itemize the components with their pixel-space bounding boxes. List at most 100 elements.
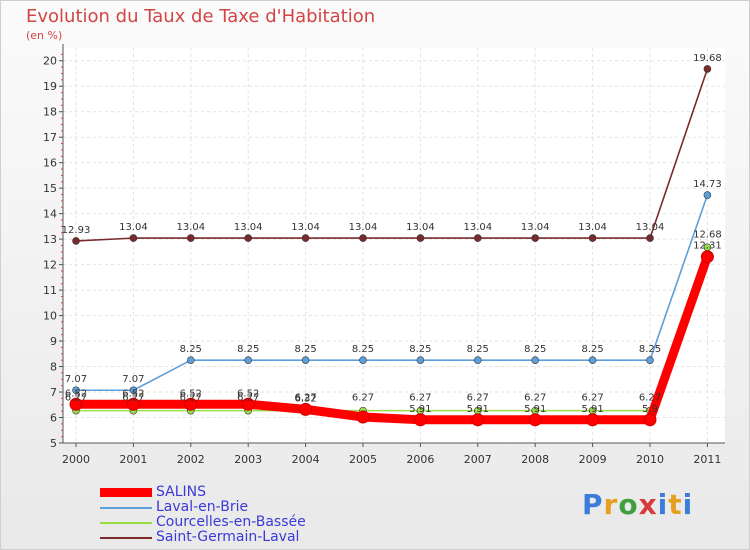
- data-point-saint-germain-laval: [244, 234, 252, 242]
- data-label-courcelles-en-bass-e: 6.27: [581, 393, 603, 404]
- legend-item-courcelles: Courcelles-en-Bassée: [100, 515, 306, 530]
- data-label-saint-germain-laval: 13.04: [291, 222, 320, 233]
- x-tick-label: 2009: [579, 453, 607, 466]
- series-line-salins: [71, 252, 712, 425]
- y-tick-label: 13: [43, 233, 57, 246]
- x-tick-label: 2005: [349, 453, 377, 466]
- data-point-salins: [184, 397, 198, 411]
- data-label-salins: 6.52: [65, 388, 87, 399]
- data-point-laval-en-brie: [703, 191, 712, 199]
- data-label-salins: 6.52: [237, 388, 259, 399]
- data-label-courcelles-en-bass-e: 6.27: [467, 393, 489, 404]
- data-point-laval-en-brie: [129, 386, 138, 395]
- y-tick-label: 16: [43, 157, 57, 170]
- data-label-laval-en-brie: 8.25: [467, 344, 489, 355]
- data-label-laval-en-brie: 14.73: [693, 179, 722, 190]
- data-point-laval-en-brie: [416, 356, 425, 364]
- data-label-saint-germain-laval: 19.68: [693, 53, 722, 64]
- data-point-saint-germain-laval: [416, 234, 425, 242]
- data-label-laval-en-brie: 8.25: [352, 344, 374, 355]
- series-line-laval-en-brie: [75, 194, 709, 392]
- data-label-salins: 6.32: [294, 393, 316, 404]
- plot-area: [63, 48, 725, 443]
- y-tick-label: 6: [50, 412, 57, 425]
- x-tick-label: 2002: [177, 453, 205, 466]
- data-label-salins: 12.31: [693, 241, 722, 252]
- data-label-salins: 5.91: [524, 404, 546, 415]
- y-tick-label: 7: [50, 386, 57, 399]
- data-point-saint-germain-laval: [187, 234, 195, 242]
- data-point-salins: [413, 413, 427, 427]
- data-label-saint-germain-laval: 13.04: [234, 222, 263, 233]
- x-tick-label: 2011: [693, 453, 721, 466]
- data-point-saint-germain-laval: [531, 234, 540, 242]
- legend-swatch-laval: [100, 506, 152, 509]
- data-point-salins: [299, 402, 313, 416]
- data-point-laval-en-brie: [72, 386, 80, 395]
- legend-label-laval: Laval-en-Brie: [156, 499, 249, 515]
- data-label-salins: 5.91: [467, 404, 489, 415]
- data-point-salins: [586, 413, 600, 427]
- data-point-laval-en-brie: [301, 356, 310, 364]
- data-point-salins: [528, 413, 542, 427]
- data-point-saint-germain-laval: [588, 234, 597, 242]
- data-label-courcelles-en-bass-e: 6.27: [122, 393, 144, 404]
- data-label-courcelles-en-bass-e: 6.27: [65, 393, 87, 404]
- data-point-salins: [356, 410, 370, 424]
- y-tick-label: 11: [43, 284, 57, 297]
- data-point-salins: [700, 250, 714, 264]
- data-label-laval-en-brie: 8.25: [639, 344, 661, 355]
- legend-swatch-salins: [100, 488, 152, 497]
- y-tick-label: 15: [43, 182, 57, 195]
- data-label-saint-germain-laval: 13.04: [521, 222, 550, 233]
- data-label-salins: 5.9: [642, 404, 658, 415]
- y-tick-label: 5: [50, 437, 57, 450]
- data-point-salins: [643, 413, 657, 427]
- y-tick-label: 8: [50, 361, 57, 374]
- x-tick-label: 2001: [119, 453, 147, 466]
- y-tick-label: 10: [43, 310, 57, 323]
- data-point-laval-en-brie: [187, 356, 195, 364]
- legend-item-laval: Laval-en-Brie: [100, 500, 306, 515]
- legend-label-courcelles: Courcelles-en-Bassée: [156, 514, 306, 530]
- data-label-saint-germain-laval: 12.93: [62, 225, 91, 236]
- data-label-laval-en-brie: 8.25: [581, 344, 603, 355]
- data-point-saint-germain-laval: [473, 234, 482, 242]
- data-label-salins: 6.52: [122, 388, 144, 399]
- y-tick-label: 9: [50, 335, 57, 348]
- data-point-saint-germain-laval: [72, 237, 80, 245]
- data-label-saint-germain-laval: 13.04: [578, 222, 607, 233]
- data-label-salins: 5.91: [581, 404, 603, 415]
- legend-swatch-saint-germain: [100, 536, 152, 539]
- data-label-courcelles-en-bass-e: 6.27: [409, 393, 431, 404]
- data-label-laval-en-brie: 7.07: [65, 374, 87, 385]
- data-label-courcelles-en-bass-e: 6.27: [639, 393, 661, 404]
- proxiti-logo: Proxiti: [582, 488, 694, 521]
- data-point-laval-en-brie: [359, 356, 367, 364]
- data-label-saint-germain-laval: 13.04: [119, 222, 148, 233]
- x-tick-label: 2010: [636, 453, 664, 466]
- data-point-laval-en-brie: [473, 356, 482, 364]
- data-point-saint-germain-laval: [359, 234, 367, 242]
- data-point-saint-germain-laval: [301, 234, 310, 242]
- data-label-saint-germain-laval: 13.04: [176, 222, 205, 233]
- legend-swatch-courcelles: [100, 521, 152, 524]
- series-line-saint-germain-laval: [75, 68, 709, 242]
- data-label-saint-germain-laval: 13.04: [636, 222, 665, 233]
- data-label-laval-en-brie: 8.25: [237, 344, 259, 355]
- x-tick-label: 2007: [464, 453, 492, 466]
- data-point-salins: [126, 397, 140, 411]
- data-point-salins: [241, 397, 255, 411]
- data-label-saint-germain-laval: 13.04: [463, 222, 492, 233]
- legend-item-saint-germain: Saint-Germain-Laval: [100, 530, 306, 545]
- x-tick-label: 2004: [292, 453, 320, 466]
- data-point-saint-germain-laval: [646, 234, 654, 242]
- data-point-laval-en-brie: [646, 356, 654, 364]
- chart-title: Evolution du Taux de Taxe d'Habitation: [26, 6, 376, 27]
- data-label-laval-en-brie: 8.25: [409, 344, 431, 355]
- chart-subtitle: (en %): [26, 29, 63, 42]
- x-tick-label: 2003: [234, 453, 262, 466]
- data-label-laval-en-brie: 8.25: [524, 344, 546, 355]
- y-tick-label: 20: [43, 55, 57, 68]
